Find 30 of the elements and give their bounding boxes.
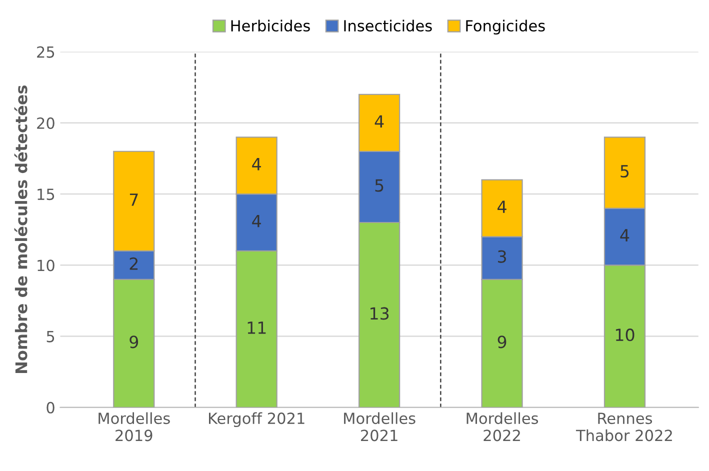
y-tick-label: 5: [46, 330, 54, 342]
data-label: 5: [620, 165, 629, 178]
x-tick-label: Rennes Thabor 2022: [576, 412, 672, 442]
data-label: 7: [130, 194, 138, 206]
data-label: 4: [498, 200, 506, 213]
x-tick-label: Mordelles 2022: [466, 412, 538, 442]
legend-label: Fongicides: [466, 20, 545, 35]
data-label: 4: [620, 229, 630, 242]
y-tick-label: 20: [37, 117, 54, 129]
y-axis-title: Nombre de molécules détectées: [14, 86, 28, 373]
x-tick-label: Mordelles 2019: [98, 412, 170, 442]
data-label: 9: [498, 336, 506, 348]
data-label: 4: [374, 115, 384, 128]
y-tick-label: 0: [46, 402, 54, 414]
y-tick-label: 15: [38, 188, 54, 200]
data-label: 4: [252, 214, 261, 228]
data-label: 3: [498, 250, 506, 263]
data-label: 2: [130, 257, 138, 270]
data-label: 13: [370, 307, 389, 320]
data-label: 11: [248, 322, 266, 334]
data-label: 10: [616, 328, 634, 342]
data-label: 9: [130, 336, 138, 348]
data-label: 5: [375, 179, 384, 192]
legend-label: Herbicides: [231, 20, 310, 32]
x-tick-label: Kergoff 2021: [209, 412, 304, 428]
y-tick-label: 25: [37, 46, 54, 58]
x-tick-label: Mordelles 2021: [344, 412, 416, 442]
legend-label: Insecticides: [344, 20, 432, 32]
y-tick-label: 10: [38, 260, 54, 272]
data-label: 4: [252, 158, 261, 170]
